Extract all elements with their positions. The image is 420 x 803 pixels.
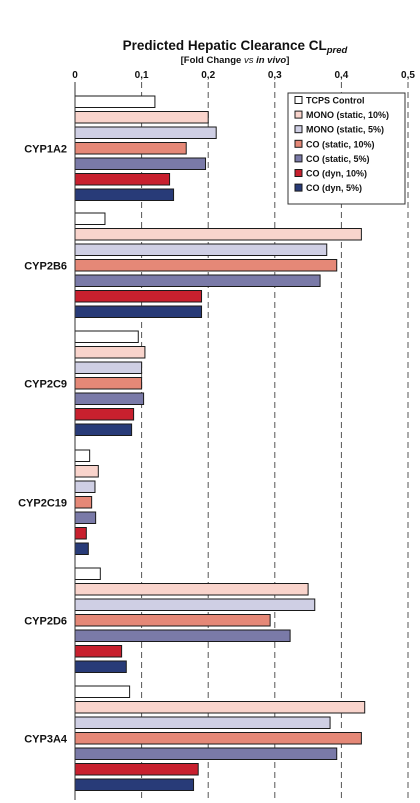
bar <box>74 392 145 405</box>
legend-swatch <box>294 96 303 104</box>
bar <box>74 701 366 714</box>
bar <box>74 614 271 627</box>
legend-label: CO (static, 5%) <box>306 154 370 164</box>
bar <box>74 645 123 658</box>
bar <box>74 305 203 318</box>
bar <box>74 377 143 390</box>
legend-label: CO (dyn, 5%) <box>306 183 362 193</box>
legend-swatch <box>294 169 303 177</box>
legend-swatch <box>294 125 303 134</box>
bar <box>74 465 99 478</box>
bar <box>74 330 139 343</box>
legend-box <box>287 92 406 205</box>
x-tick-label: 0,3 <box>268 70 282 81</box>
bar <box>74 423 133 436</box>
bar <box>74 142 187 155</box>
x-tick-label: 0 <box>72 70 78 81</box>
bar <box>74 629 291 642</box>
bar <box>74 173 171 186</box>
category-label: CYP3A4 <box>24 733 68 745</box>
bar <box>74 480 96 493</box>
bars <box>74 95 366 791</box>
category-label: CYP2D6 <box>24 615 67 627</box>
bar <box>74 598 316 611</box>
chart-subtitle: [Fold Change vs in vivo] <box>181 55 290 66</box>
legend: TCPS Control MONO (static, 10%) MONO (stat… <box>287 92 406 205</box>
category-labels: CYP1A2 CYP2B6 CYP2C9 CYP2C19 CYP2D6 CYP3A4 <box>18 143 68 745</box>
bar <box>74 583 309 596</box>
legend-label: CO (dyn, 10%) <box>306 169 367 179</box>
bar <box>74 274 321 287</box>
category-label: CYP2C19 <box>18 497 67 509</box>
x-tick-label: 0,1 <box>135 70 149 81</box>
bar <box>74 157 207 170</box>
bar <box>74 126 217 139</box>
legend-swatch <box>294 110 303 119</box>
x-tick-label: 0,4 <box>334 70 348 81</box>
bar <box>74 685 131 698</box>
category-label: CYP2C9 <box>24 378 67 390</box>
bar <box>74 511 97 524</box>
chart-title: Predicted Hepatic Clearance CLpred <box>123 38 348 56</box>
bar <box>74 496 93 509</box>
bar <box>74 346 146 359</box>
bar <box>74 408 135 421</box>
x-tick-label: 0,5 <box>401 70 415 81</box>
bar <box>74 212 106 225</box>
bar <box>74 361 143 374</box>
bar <box>74 747 338 760</box>
bar <box>74 660 127 673</box>
bar <box>74 542 89 555</box>
bar <box>74 290 203 303</box>
bar <box>74 778 195 791</box>
bar <box>74 716 331 729</box>
bar <box>74 188 175 201</box>
bar <box>74 732 362 745</box>
bar <box>74 243 328 256</box>
bar <box>74 111 209 124</box>
legend-label: TCPS Control <box>306 96 365 106</box>
bar <box>74 567 101 580</box>
legend-swatch <box>294 183 303 192</box>
x-tick-label: 0,2 <box>201 70 215 81</box>
legend-label: CO (static, 10%) <box>306 139 375 149</box>
chart-title-subscript: pred <box>326 45 348 56</box>
category-label: CYP1A2 <box>24 143 67 155</box>
bar <box>74 259 338 272</box>
bar <box>74 763 199 776</box>
bar <box>74 449 91 462</box>
legend-swatch <box>294 154 303 163</box>
category-label: CYP2B6 <box>24 260 67 272</box>
x-axis-ticks: 0 0,1 0,2 0,3 0,4 0,5 <box>72 70 415 81</box>
bar <box>74 228 362 241</box>
legend-swatch <box>294 139 303 148</box>
bar <box>74 95 156 108</box>
bar <box>74 527 87 540</box>
legend-label: MONO (static, 10%) <box>306 110 389 120</box>
legend-label: MONO (static, 5%) <box>306 125 384 135</box>
